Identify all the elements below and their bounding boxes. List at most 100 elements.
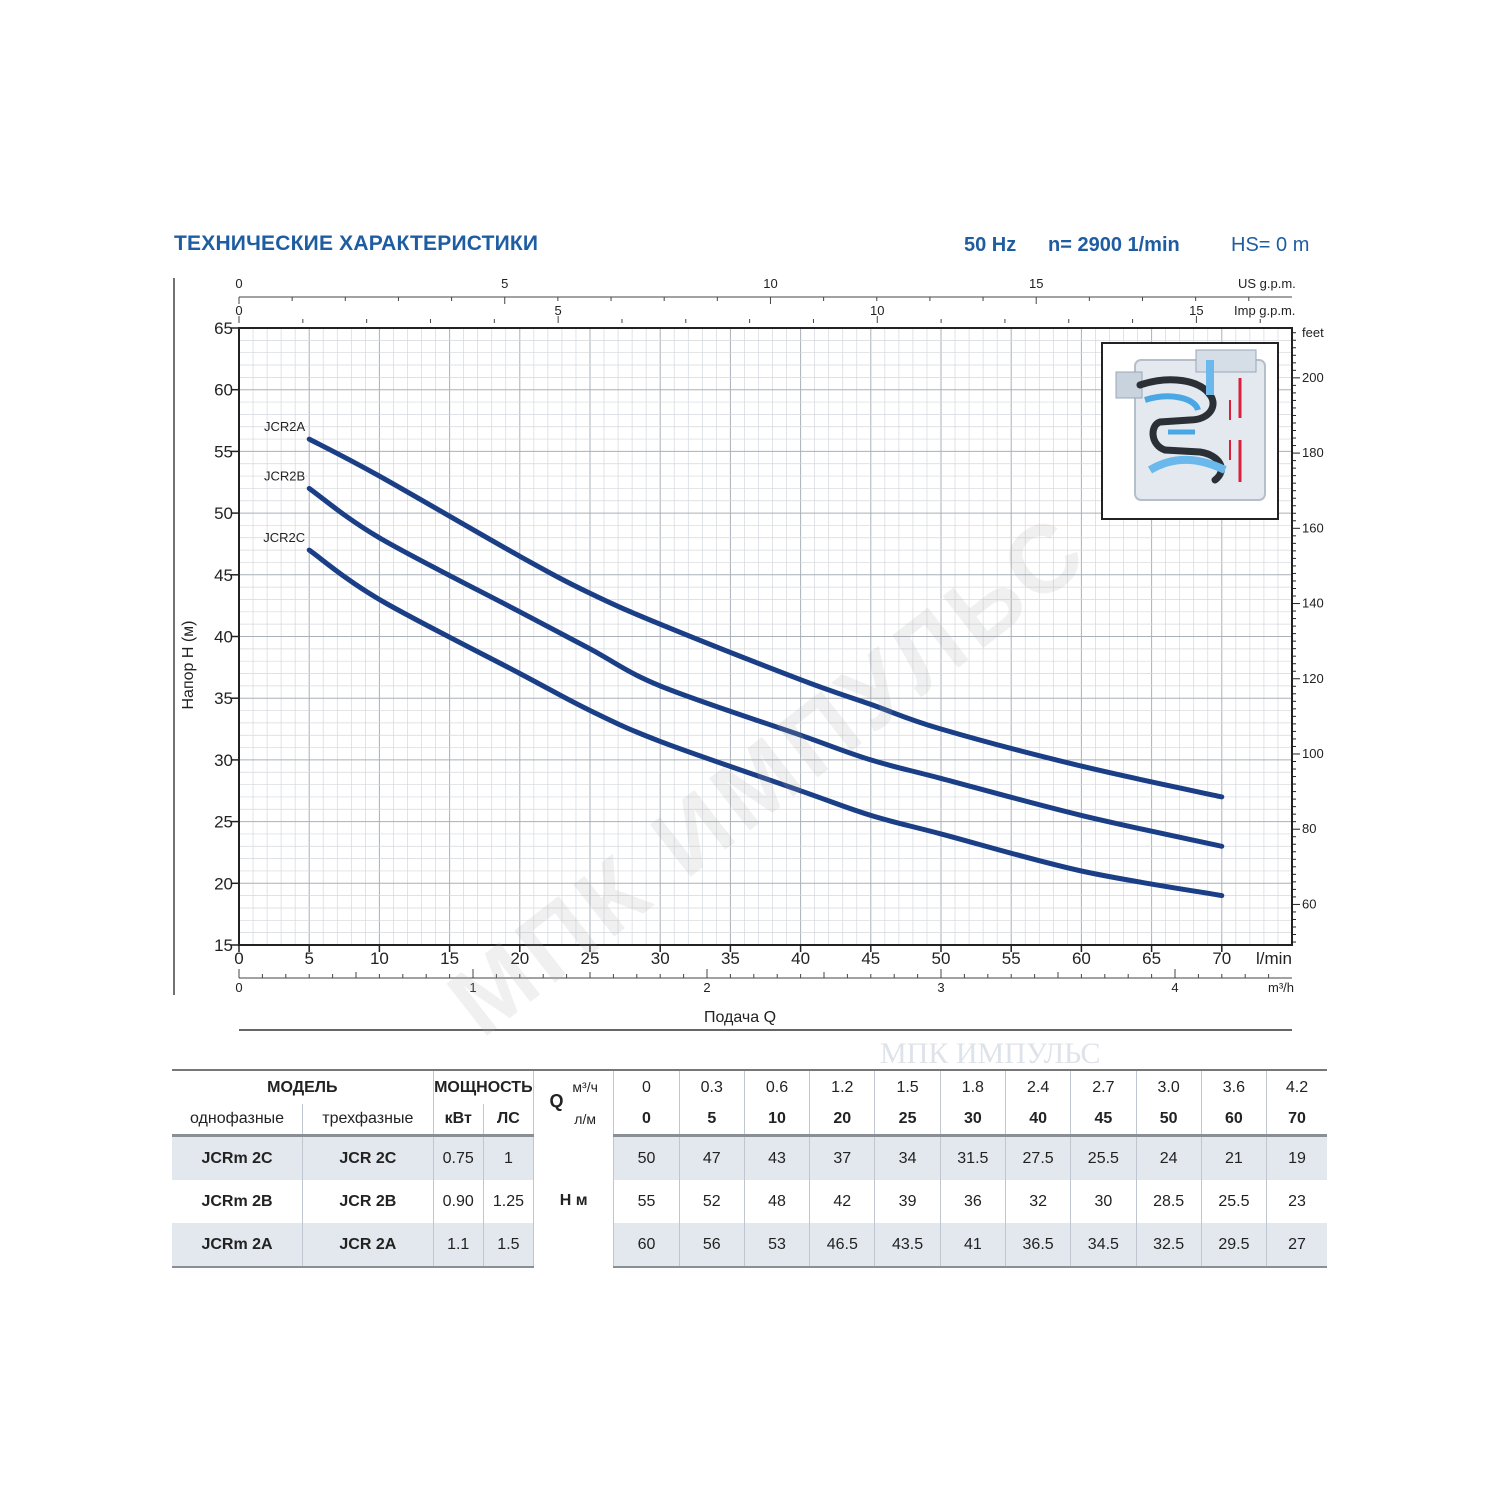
curve-jcr2b	[306, 485, 1225, 849]
head-value: 55	[613, 1180, 680, 1223]
x-tick-label: 0	[234, 949, 243, 968]
table-row: JCRm 2A JCR 2A 1.1 1.5 60 56 53 46.5 43.…	[172, 1223, 1327, 1268]
m3h-cell: 2.4	[1004, 1069, 1071, 1104]
kw-value: 0.90	[432, 1180, 484, 1223]
lmin-cell: 45	[1070, 1104, 1136, 1137]
feet-tick-label: 120	[1302, 671, 1324, 686]
feet-tick-label: 140	[1302, 596, 1324, 611]
curve-jcr2c	[306, 547, 1225, 899]
m3h-cell: 1.5	[874, 1069, 941, 1104]
table-row: JCRm 2C JCR 2C 0.75 1 Н м 50 47 43 37 34…	[172, 1135, 1327, 1267]
lmin-cell: 5	[678, 1104, 745, 1137]
m3h-cell: 0	[613, 1069, 680, 1104]
y-tick-label: 45	[214, 566, 233, 585]
m3h-cell: 1.2	[809, 1069, 875, 1104]
head-value: 39	[874, 1180, 941, 1223]
curve-jcr2a	[306, 436, 1225, 800]
table-row: JCRm 2B JCR 2B 0.90 1.25 55 52 48 42 39 …	[172, 1180, 1327, 1223]
x-tick-label: 65	[1142, 949, 1161, 968]
lmin-cell: 25	[874, 1104, 941, 1137]
head-value: 46.5	[809, 1223, 875, 1268]
x-tick-label: 50	[932, 949, 951, 968]
x-tick-label: 5	[304, 949, 313, 968]
y-tick-label: 60	[214, 381, 233, 400]
m3h-cell: 0.6	[743, 1069, 810, 1104]
head-value: 53	[743, 1223, 810, 1268]
head-value: 21	[1200, 1135, 1267, 1180]
head-value: 19	[1266, 1135, 1327, 1180]
hp-value: 1.5	[482, 1223, 534, 1268]
chart-title: ТЕХНИЧЕСКИЕ ХАРАКТЕРИСТИКИ	[174, 232, 539, 255]
head-value: 36	[939, 1180, 1006, 1223]
impgpm-unit-label: Imp g.p.m.	[1234, 303, 1295, 318]
x-tick-label: 40	[791, 949, 810, 968]
x-tick-label: 35	[721, 949, 740, 968]
frequency-label: 50 Hz	[964, 234, 1017, 256]
usgpm-unit-label: US g.p.m.	[1238, 276, 1296, 291]
single-phase-model: JCRm 2C	[172, 1135, 303, 1180]
head-value: 23	[1266, 1180, 1327, 1223]
chart-curves: JCR2A JCR2B JCR2C	[263, 419, 1225, 899]
single-phase-model: JCRm 2A	[172, 1223, 303, 1268]
head-value: 37	[809, 1135, 875, 1180]
m3h-unit: м³/ч	[572, 1079, 598, 1096]
feet-tick-label: 180	[1302, 445, 1324, 460]
pump-cross-section-image	[1101, 342, 1279, 520]
head-value: 34	[874, 1135, 941, 1180]
single-phase-model: JCRm 2B	[201, 1192, 273, 1210]
m3h-tick-label: 2	[703, 980, 710, 995]
three-phase-model: JCR 2C	[302, 1135, 434, 1180]
hp-header: ЛС	[482, 1104, 534, 1137]
m3h-cell: 3.0	[1135, 1069, 1202, 1104]
head-value: 50	[613, 1135, 680, 1180]
m3h-cell: 4.2	[1266, 1069, 1327, 1104]
x-tick-label: 60	[1072, 949, 1091, 968]
kw-value: 1.1	[432, 1223, 484, 1268]
lmin-cell: 60	[1200, 1104, 1267, 1137]
watermark-logo: МПК ИМПУЛЬС	[880, 1037, 1101, 1070]
head-value: 47	[678, 1135, 745, 1180]
head-value: 32	[1004, 1180, 1071, 1223]
head-value: 27.5	[1004, 1135, 1071, 1180]
curve-label-jcr2b: JCR2B	[264, 468, 305, 483]
impgpm-tick-label: 5	[555, 303, 562, 318]
impgpm-tick-label: 15	[1189, 303, 1203, 318]
table-header-row-2: однофазные трехфазные кВт ЛС 0 5 10 20 2…	[172, 1104, 1327, 1137]
head-value: 24	[1135, 1135, 1202, 1180]
head-value: 28.5	[1135, 1180, 1202, 1223]
h-unit-cell: Н м	[533, 1135, 614, 1267]
x-tick-label: 30	[651, 949, 670, 968]
impgpm-tick-label: 10	[870, 303, 884, 318]
x-tick-label: 45	[861, 949, 880, 968]
table-header-row-1: МОДЕЛЬ МОЩНОСТЬ Q м³/ч л/м 0 0.3 0.6 1.2 …	[172, 1069, 1327, 1136]
curve-label-jcr2c: JCR2C	[263, 530, 305, 545]
lmin-unit: л/м	[574, 1111, 596, 1128]
single-phase-header: однофазные	[172, 1104, 303, 1137]
x-unit-label: l/min	[1256, 949, 1292, 968]
head-value: 25.5	[1070, 1135, 1136, 1180]
curve-label-jcr2a: JCR2A	[264, 419, 306, 434]
head-value: 52	[678, 1180, 745, 1223]
speed-label: n= 2900 1/min	[1048, 234, 1180, 256]
feet-tick-label: 100	[1302, 746, 1324, 761]
m3h-cell: 3.6	[1200, 1069, 1267, 1104]
lmin-cell: 10	[743, 1104, 810, 1137]
head-value: 36.5	[1004, 1223, 1071, 1268]
usgpm-tick-label: 0	[235, 276, 242, 291]
lmin-cell: 50	[1135, 1104, 1202, 1137]
usgpm-tick-label: 15	[1029, 276, 1043, 291]
head-value: 29.5	[1200, 1223, 1267, 1268]
y-tick-label: 55	[214, 442, 233, 461]
lmin-cell: 40	[1004, 1104, 1071, 1137]
x-tick-label: 55	[1002, 949, 1021, 968]
head-value: 31.5	[939, 1135, 1006, 1180]
lmin-cell: 0	[613, 1104, 680, 1137]
head-value: 30	[1070, 1180, 1136, 1223]
head-value: 27	[1266, 1223, 1327, 1268]
impgpm-tick-label: 0	[235, 303, 242, 318]
m3h-tick-label: 1	[469, 980, 476, 995]
y-tick-label: 25	[214, 813, 233, 832]
kw-header: кВт	[432, 1104, 484, 1137]
